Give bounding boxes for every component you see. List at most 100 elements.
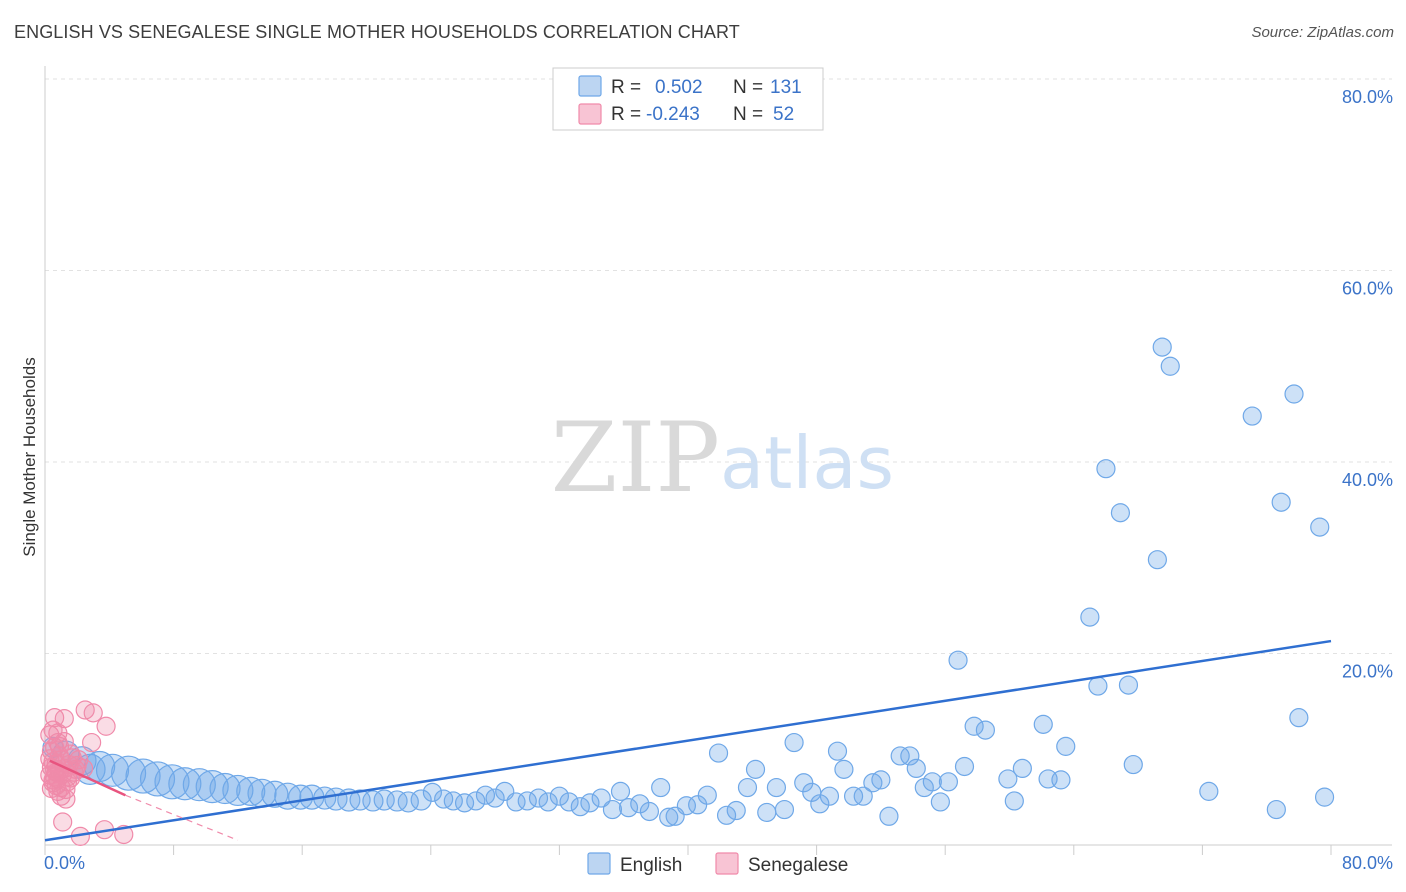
english-point — [549, 786, 570, 806]
english-point — [1271, 492, 1291, 512]
english-point — [1266, 799, 1286, 820]
english-point — [570, 797, 590, 817]
english-point — [757, 802, 777, 823]
bottom-legend-english-swatch — [587, 852, 611, 875]
english-point — [559, 792, 579, 812]
english-point — [362, 790, 384, 812]
english-point — [879, 806, 899, 826]
english-point — [1118, 675, 1139, 695]
english-point — [1199, 781, 1219, 801]
y-tick-label-3: 80.0% — [1342, 87, 1393, 107]
english-point — [1314, 787, 1335, 807]
english-point — [1284, 384, 1304, 404]
english-point — [485, 788, 505, 808]
english-point — [766, 777, 787, 798]
english-point — [287, 784, 314, 810]
english-point — [1004, 791, 1024, 811]
series-legend: English Senegalese — [587, 852, 848, 876]
english-point — [737, 777, 758, 798]
trend-lines — [44, 639, 1332, 842]
english-point — [195, 769, 229, 804]
english-point — [843, 786, 864, 806]
english-point — [517, 791, 537, 811]
bottom-legend-senegalese-label: Senegalese — [748, 855, 848, 876]
english-point — [630, 794, 650, 814]
english-point — [538, 792, 558, 812]
senegalese-point — [53, 812, 73, 832]
english-point — [1152, 337, 1172, 357]
english-point — [580, 793, 600, 813]
senegalese-point — [54, 731, 74, 752]
english-point — [954, 756, 975, 777]
senegalese-trend-line — [49, 759, 126, 797]
senegalese-point — [48, 781, 68, 801]
legend-senegalese-r-value: -0.243 — [646, 104, 700, 125]
english-point — [236, 776, 266, 806]
source-credit: Source: ZipAtlas.com — [1251, 24, 1394, 41]
y-tick-label-2: 60.0% — [1342, 279, 1393, 299]
watermark-atlas: atlas — [720, 421, 894, 505]
senegalese-points — [40, 700, 134, 846]
english-point — [697, 785, 717, 805]
english-point — [938, 772, 959, 792]
legend-english-n-label: N = — [733, 77, 763, 98]
english-point — [834, 759, 854, 779]
senegalese-trend-extension — [125, 794, 239, 841]
english-point — [819, 786, 840, 806]
english-point — [1242, 406, 1262, 426]
senegalese-point — [54, 709, 74, 729]
english-point — [784, 732, 804, 753]
english-point — [209, 772, 241, 805]
english-point — [1012, 758, 1032, 779]
legend-senegalese-swatch — [578, 103, 602, 125]
senegalese-point — [82, 732, 102, 753]
senegalese-point — [43, 770, 63, 790]
legend-english-r-value: 0.502 — [655, 77, 703, 98]
legend-english-n-value: 131 — [770, 77, 802, 98]
tick-labels: 20.0% 40.0% 60.0% 80.0% 0.0% 80.0% — [44, 87, 1393, 873]
legend-senegalese-r-label: R = — [611, 104, 641, 125]
english-point — [139, 761, 176, 797]
english-point — [659, 807, 679, 827]
english-point — [930, 792, 950, 812]
chart-title: ENGLISH VS SENEGALESE SINGLE MOTHER HOUS… — [14, 22, 740, 42]
english-point — [998, 769, 1018, 789]
english-point — [528, 788, 549, 808]
english-point — [716, 805, 737, 825]
senegalese-point — [45, 708, 65, 728]
english-point — [810, 794, 830, 814]
english-point — [95, 753, 130, 787]
english-point — [745, 759, 766, 779]
legend-english-r-label: R = — [611, 77, 641, 98]
english-point — [386, 790, 408, 812]
english-point — [639, 801, 660, 822]
grid-lines — [45, 78, 1392, 654]
english-point — [922, 772, 942, 792]
english-point — [154, 764, 190, 800]
bottom-legend-senegalese-swatch — [715, 852, 739, 875]
english-point — [182, 768, 216, 802]
english-point — [168, 767, 202, 801]
english-point — [1088, 676, 1108, 696]
english-point — [1096, 459, 1116, 479]
axes — [44, 66, 1392, 855]
english-point — [726, 800, 746, 821]
english-point — [1056, 736, 1076, 756]
english-point — [1110, 503, 1131, 523]
stats-legend: R = 0.502 N = 131 R = -0.243 N = 52 — [552, 67, 824, 131]
english-point — [591, 788, 611, 808]
senegalese-point — [56, 789, 76, 809]
english-point — [466, 791, 486, 811]
english-point — [1080, 607, 1100, 627]
y-tick-label-1: 40.0% — [1342, 470, 1393, 490]
english-point — [410, 789, 432, 811]
english-point — [1123, 754, 1143, 775]
english-point — [422, 782, 443, 802]
english-point — [651, 777, 671, 798]
legend-senegalese-n-label: N = — [733, 104, 763, 125]
legend-english-swatch — [578, 75, 602, 97]
english-point — [964, 716, 984, 736]
english-point — [708, 743, 729, 763]
english-point — [774, 799, 795, 820]
